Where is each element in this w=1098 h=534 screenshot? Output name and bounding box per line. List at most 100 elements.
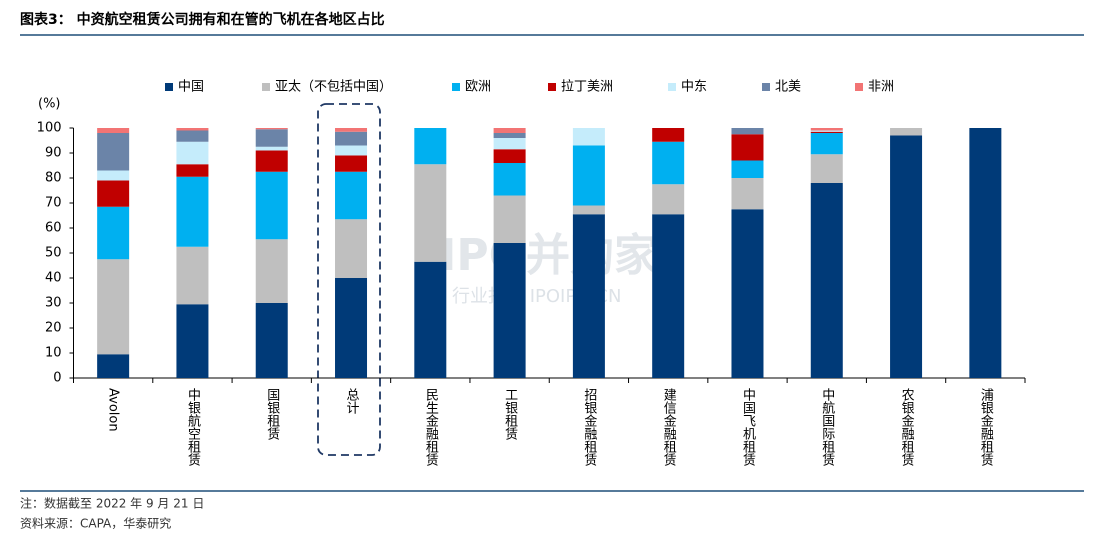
bar-segment xyxy=(97,180,130,207)
y-tick-label: 80 xyxy=(45,171,62,186)
bar-segment xyxy=(890,135,923,378)
bar-segment xyxy=(493,195,526,243)
x-tick-label: Avolon xyxy=(106,388,121,432)
x-tick-label: 中航国际租赁 xyxy=(819,388,835,467)
legend-label: 拉丁美洲 xyxy=(561,80,613,95)
bar-segment xyxy=(255,239,288,303)
x-tick-label: 农银金融租赁 xyxy=(899,388,915,467)
bar-segment xyxy=(255,171,288,240)
bar-segment xyxy=(176,304,209,378)
bar-segment xyxy=(731,160,764,178)
bar-segment xyxy=(572,145,605,206)
bar-segment xyxy=(97,354,130,378)
bar-segment xyxy=(890,128,923,136)
x-tick-label: 工银租赁 xyxy=(502,388,517,441)
source: 资料来源：CAPA，华泰研究 xyxy=(20,516,171,531)
bar-segment xyxy=(810,154,843,183)
legend-swatch xyxy=(548,83,556,91)
legend-swatch xyxy=(668,83,676,91)
bar-segment xyxy=(335,155,368,172)
y-tick-label: 0 xyxy=(53,371,61,386)
bar-segment xyxy=(335,278,368,378)
bar-segment xyxy=(493,149,526,163)
bar-segment xyxy=(493,128,526,133)
y-tick-label: 50 xyxy=(45,246,62,261)
bar-segment xyxy=(493,138,526,150)
x-tick-label: 中国飞机租赁 xyxy=(740,388,756,467)
bar-segment xyxy=(335,171,368,220)
bar-segment xyxy=(493,133,526,138)
bar-segment xyxy=(731,134,764,161)
y-tick-label: 10 xyxy=(45,346,62,361)
bar-segment xyxy=(335,145,368,156)
legend-swatch xyxy=(262,83,270,91)
bar-segment xyxy=(176,130,209,142)
legend-swatch xyxy=(452,83,460,91)
x-tick-label: 民生金融租赁 xyxy=(423,388,439,467)
y-tick-label: 70 xyxy=(45,196,62,211)
bar-segment xyxy=(97,170,130,181)
bar-segment xyxy=(97,128,130,133)
bar-segment xyxy=(97,133,130,171)
bar-segment xyxy=(652,214,685,378)
bar-segment xyxy=(176,246,209,305)
bar-segment xyxy=(176,164,209,177)
highlight-box xyxy=(317,103,381,456)
legend-label: 欧洲 xyxy=(465,80,491,95)
bar-segment xyxy=(414,128,447,165)
bar-segment xyxy=(493,243,526,378)
bar-segment xyxy=(572,214,605,378)
bar-segment xyxy=(255,146,288,151)
bar-segment xyxy=(731,209,764,378)
note: 注：数据截至 2022 年 9 月 21 日 xyxy=(20,496,204,511)
y-tick-label: 100 xyxy=(37,121,62,136)
bar-segment xyxy=(969,128,1002,378)
bar-segment xyxy=(810,183,843,378)
x-tick-label: 中银航空租赁 xyxy=(185,388,201,467)
legend-swatch xyxy=(165,83,173,91)
bar-segment xyxy=(97,206,130,260)
bar-segment xyxy=(255,129,288,147)
x-tick-label: 国银租赁 xyxy=(264,388,280,441)
bar-segment xyxy=(255,128,288,130)
bar-segment xyxy=(652,141,685,185)
bar-segment xyxy=(493,163,526,196)
bar-segment xyxy=(810,133,843,155)
y-tick-label: 40 xyxy=(45,271,62,286)
bar-segment xyxy=(731,128,764,135)
y-tick-label: 90 xyxy=(45,146,62,161)
legend-label: 中东 xyxy=(681,80,707,95)
legend-label: 北美 xyxy=(775,80,801,95)
watermark: IPO并购家 xyxy=(440,230,658,281)
bar-segment xyxy=(176,141,209,165)
bar-segment xyxy=(176,128,209,131)
legend-label: 中国 xyxy=(178,80,204,95)
bar-segment xyxy=(572,205,605,215)
bar-segment xyxy=(652,184,685,215)
bar-segment xyxy=(810,130,843,132)
y-tick-label: 30 xyxy=(45,296,62,311)
legend-swatch xyxy=(762,83,770,91)
y-tick-label: 60 xyxy=(45,221,62,236)
bar-segment xyxy=(335,131,368,146)
y-unit: (%) xyxy=(38,97,61,112)
x-tick-label: 总计 xyxy=(344,388,360,414)
bar-segment xyxy=(572,128,605,146)
bar-segment xyxy=(335,219,368,278)
bar-segment xyxy=(255,150,288,172)
bar-segment xyxy=(414,164,447,262)
x-tick-label: 浦银金融租赁 xyxy=(978,388,994,467)
bar-segment xyxy=(810,128,843,131)
x-tick-label: 建信金融租赁 xyxy=(661,388,677,467)
bar-segment xyxy=(255,303,288,378)
bar-segment xyxy=(335,128,368,132)
bar-segment xyxy=(97,259,130,355)
legend-label: 亚太（不包括中国） xyxy=(275,80,392,95)
bar-segment xyxy=(176,176,209,247)
chart-title: 图表3： 中资航空租赁公司拥有和在管的飞机在各地区占比 xyxy=(20,11,385,28)
bar-segment xyxy=(731,178,764,210)
bar-segment xyxy=(652,128,685,142)
bar-segment xyxy=(810,131,843,133)
legend-swatch xyxy=(855,83,863,91)
